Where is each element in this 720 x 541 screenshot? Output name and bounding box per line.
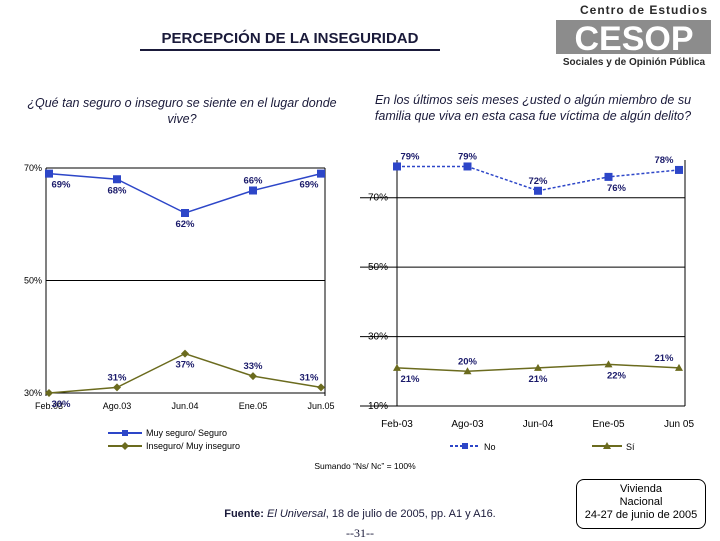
data-point bbox=[249, 186, 257, 195]
x-tick-label: Ene-05 bbox=[592, 419, 625, 430]
logo-line1: Centro de Estudios bbox=[580, 3, 708, 17]
data-point bbox=[317, 383, 325, 392]
x-tick-label: Ago.03 bbox=[103, 401, 132, 411]
y-tick-label: 70% bbox=[368, 193, 388, 204]
legend-marker-square bbox=[122, 430, 128, 436]
data-point bbox=[463, 367, 472, 375]
right-legend: No Sí bbox=[450, 442, 635, 452]
y-tick-label: 30% bbox=[24, 388, 42, 398]
x-tick-label: Feb.03 bbox=[35, 401, 63, 411]
right-series: 79% 79% 72% 76% 78% 21% 20% 21% 22% 21% bbox=[393, 151, 683, 385]
right-x-axis: Feb-03 Ago-03 Jun-04 Ene-05 Jun 05 bbox=[381, 419, 694, 430]
x-tick-label: Jun.05 bbox=[307, 401, 334, 411]
data-label: 21% bbox=[654, 353, 674, 364]
x-tick-label: Feb-03 bbox=[381, 419, 413, 430]
question-left: ¿Qué tan seguro o inseguro se siente en … bbox=[27, 96, 337, 126]
legend-marker-diamond bbox=[121, 442, 129, 450]
data-point bbox=[113, 175, 121, 184]
data-label: 62% bbox=[175, 219, 195, 230]
right-gridlines bbox=[360, 197, 685, 407]
data-label: 79% bbox=[458, 151, 478, 162]
data-point bbox=[604, 360, 613, 368]
source-publication: El Universal bbox=[267, 508, 326, 520]
x-tick-label: Jun 05 bbox=[664, 419, 694, 430]
data-label: 33% bbox=[243, 361, 263, 372]
data-label: 76% bbox=[607, 183, 627, 194]
data-label: 22% bbox=[607, 370, 627, 381]
x-tick-label: Ene.05 bbox=[239, 401, 268, 411]
data-point bbox=[45, 389, 53, 397]
y-tick-label: 50% bbox=[368, 262, 388, 273]
data-point bbox=[181, 349, 189, 358]
data-label: 21% bbox=[400, 374, 420, 385]
left-series: 69% 68% 62% 66% 69% 30% 31% 37% 33% 31% bbox=[45, 169, 325, 410]
y-tick-label: 10% bbox=[368, 401, 388, 412]
data-label: 78% bbox=[654, 155, 674, 166]
sample-line3: 24-27 de junio de 2005 bbox=[584, 509, 698, 521]
data-point bbox=[45, 169, 53, 178]
x-tick-label: Ago-03 bbox=[451, 419, 484, 430]
note-ns-nc: Sumando “Ns/ Nc” = 100% bbox=[314, 461, 416, 471]
cesop-logo: Centro de Estudios CESOP Sociales y de O… bbox=[548, 2, 718, 68]
legend-si: Sí bbox=[626, 442, 635, 452]
source-details: , 18 de julio de 2005, pp. A1 y A16. bbox=[325, 508, 496, 520]
right-y-axis: 10% 30% 50% 70% bbox=[368, 193, 388, 412]
data-label: 69% bbox=[51, 180, 71, 191]
x-tick-label: Jun-04 bbox=[523, 419, 554, 430]
data-label: 69% bbox=[299, 180, 319, 191]
data-label: 30% bbox=[51, 399, 71, 410]
data-point bbox=[181, 209, 189, 217]
logo-acronym: CESOP bbox=[574, 20, 693, 58]
sample-line2: Nacional bbox=[619, 496, 663, 508]
y-tick-label: 70% bbox=[24, 163, 42, 173]
logo-line2: Sociales y de Opinión Pública bbox=[563, 57, 706, 68]
data-point bbox=[534, 186, 542, 195]
data-point bbox=[534, 363, 542, 371]
left-x-axis: Feb.03 Ago.03 Jun.04 Ene.05 Jun.05 bbox=[35, 401, 335, 411]
data-label: 66% bbox=[243, 176, 263, 187]
left-y-axis: 30% 50% 70% bbox=[24, 163, 42, 398]
sample-box: Vivienda Nacional 24-27 de junio de 2005 bbox=[576, 479, 706, 529]
data-label: 37% bbox=[175, 360, 195, 371]
legend-no: No bbox=[484, 442, 496, 452]
source-text: Fuente: El Universal, 18 de julio de 200… bbox=[200, 508, 520, 520]
y-tick-label: 50% bbox=[24, 276, 42, 286]
data-point bbox=[393, 363, 401, 371]
data-label: 31% bbox=[107, 372, 127, 383]
question-right: En los últimos seis meses ¿usted o algún… bbox=[374, 93, 692, 123]
data-point bbox=[675, 363, 683, 371]
legend-inseguro: Inseguro/ Muy inseguro bbox=[146, 441, 240, 451]
data-label: 21% bbox=[528, 374, 548, 385]
data-label: 31% bbox=[299, 372, 319, 383]
data-label: 79% bbox=[400, 151, 420, 162]
page-title: PERCEPCIÓN DE LA INSEGURIDAD bbox=[161, 30, 419, 47]
legend-marker-square bbox=[462, 443, 468, 449]
data-point bbox=[675, 165, 683, 174]
data-point bbox=[604, 172, 613, 181]
title-underline bbox=[140, 49, 440, 51]
data-label: 72% bbox=[528, 176, 548, 187]
x-tick-label: Jun.04 bbox=[171, 401, 198, 411]
left-legend: Muy seguro/ Seguro Inseguro/ Muy insegur… bbox=[108, 428, 240, 451]
left-gridlines bbox=[46, 167, 325, 394]
data-label: 68% bbox=[107, 185, 127, 196]
legend-muy-seguro: Muy seguro/ Seguro bbox=[146, 428, 227, 438]
data-point bbox=[317, 169, 325, 178]
data-point bbox=[113, 383, 121, 392]
legend-marker-triangle bbox=[603, 442, 611, 449]
data-point bbox=[393, 162, 401, 171]
y-tick-label: 30% bbox=[368, 332, 388, 343]
left-frame bbox=[45, 168, 326, 396]
sample-line1: Vivienda bbox=[620, 483, 662, 495]
page-number: --31-- bbox=[346, 526, 374, 540]
data-label: 20% bbox=[458, 356, 478, 367]
data-point bbox=[463, 162, 472, 171]
data-point bbox=[249, 372, 257, 381]
source-label: Fuente: bbox=[224, 508, 264, 520]
